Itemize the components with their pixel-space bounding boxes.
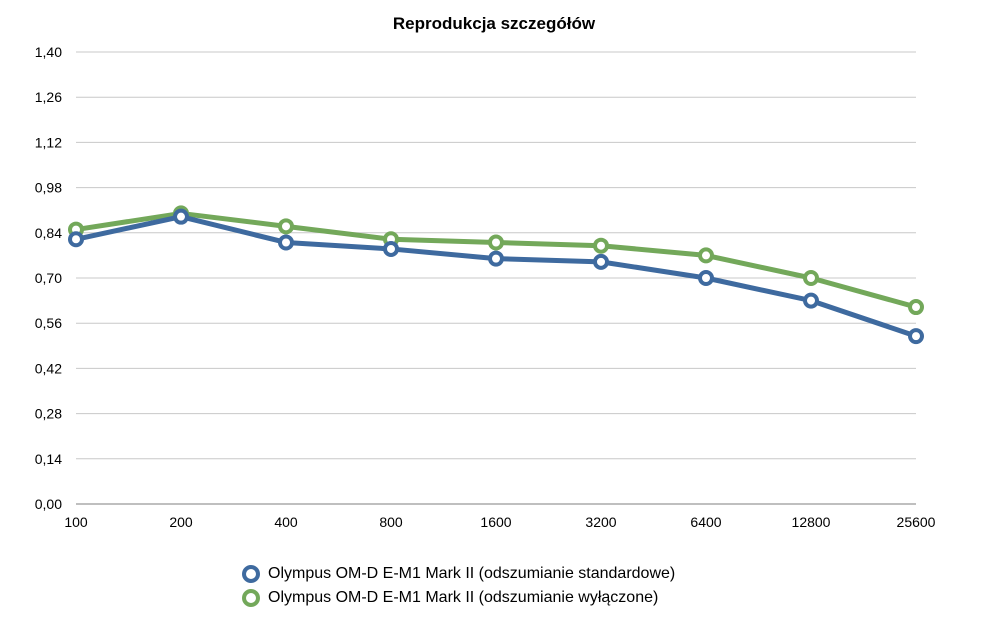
data-point-1 bbox=[908, 299, 924, 316]
x-tick-label: 800 bbox=[379, 514, 403, 530]
y-tick-label: 0,28 bbox=[35, 406, 62, 422]
data-point-1 bbox=[698, 247, 714, 264]
x-axis-tick-labels: 100 200 400 800 1600 3200 6400 12800 25600 bbox=[64, 514, 935, 530]
y-tick-label: 0,00 bbox=[35, 496, 62, 512]
x-tick-label: 100 bbox=[64, 514, 88, 530]
legend-item-standard: Olympus OM-D E-M1 Mark II (odszumianie s… bbox=[242, 562, 675, 586]
x-tick-label: 400 bbox=[274, 514, 298, 530]
data-point-1 bbox=[488, 234, 504, 251]
data-point-0 bbox=[488, 250, 504, 267]
x-tick-label: 1600 bbox=[480, 514, 511, 530]
data-point-0 bbox=[908, 328, 924, 345]
series-lines bbox=[68, 205, 924, 345]
x-tick-label: 12800 bbox=[792, 514, 831, 530]
data-point-1 bbox=[593, 237, 609, 254]
x-tick-label: 6400 bbox=[690, 514, 721, 530]
y-tick-label: 0,42 bbox=[35, 360, 62, 376]
y-tick-label: 1,40 bbox=[35, 44, 62, 60]
legend-label-off: Olympus OM-D E-M1 Mark II (odszumianie w… bbox=[268, 589, 659, 606]
legend-marker-off bbox=[242, 589, 260, 607]
data-point-1 bbox=[803, 270, 819, 286]
data-point-0 bbox=[383, 240, 399, 257]
y-tick-label: 0,56 bbox=[35, 315, 62, 331]
legend-label-standard: Olympus OM-D E-M1 Mark II (odszumianie s… bbox=[268, 565, 676, 582]
grid-lines bbox=[76, 51, 916, 505]
y-axis-tick-labels: 0,00 0,14 0,28 0,42 0,56 0,70 0,84 0,98 1,12 1,26… bbox=[35, 44, 62, 512]
data-point-0 bbox=[278, 234, 294, 251]
x-tick-label: 200 bbox=[169, 514, 193, 530]
data-point-0 bbox=[593, 253, 609, 270]
legend: Olympus OM-D E-M1 Mark II (odszumianie s… bbox=[242, 562, 675, 610]
data-point-1 bbox=[278, 218, 294, 235]
y-tick-label: 0,98 bbox=[35, 180, 62, 196]
y-tick-label: 1,12 bbox=[35, 134, 62, 150]
x-tick-label: 3200 bbox=[585, 514, 616, 530]
data-point-0 bbox=[173, 208, 189, 225]
legend-item-off: Olympus OM-D E-M1 Mark II (odszumianie w… bbox=[242, 586, 675, 610]
y-tick-label: 0,14 bbox=[35, 451, 62, 467]
y-tick-label: 0,84 bbox=[35, 225, 62, 241]
y-tick-label: 1,26 bbox=[35, 89, 62, 105]
data-point-0 bbox=[803, 292, 819, 309]
legend-marker-standard bbox=[242, 565, 260, 583]
data-point-0 bbox=[698, 270, 714, 286]
chart-title: Reprodukcja szczegółów bbox=[392, 14, 596, 33]
data-point-0 bbox=[68, 231, 84, 248]
y-tick-label: 0,70 bbox=[35, 270, 62, 286]
x-tick-label: 25600 bbox=[897, 514, 936, 530]
